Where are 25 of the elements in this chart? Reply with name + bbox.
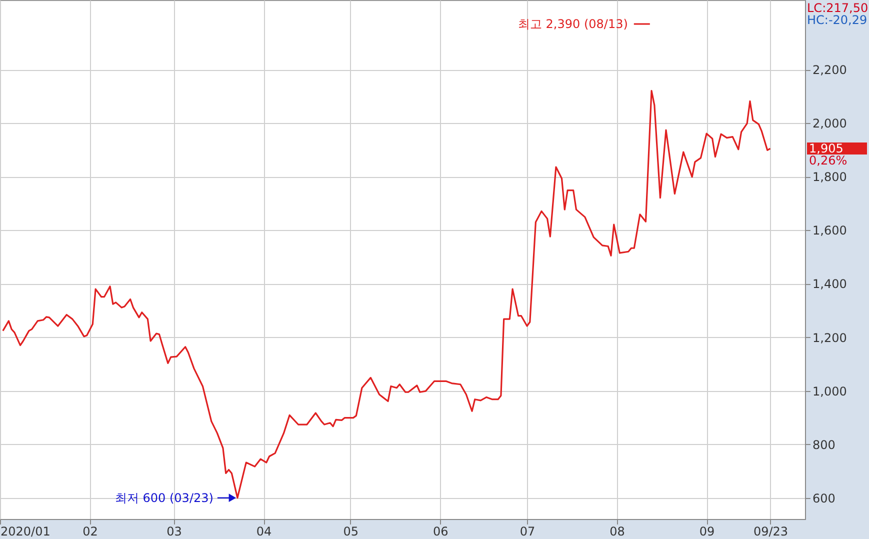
text: LC:217,50 <box>807 1 868 15</box>
x-tick-label: 07 <box>520 524 536 538</box>
x-tick-label: 09/23 <box>753 524 788 538</box>
y-tick-label: 1,400 <box>812 277 847 292</box>
x-tick-label: 04 <box>256 524 272 538</box>
y-tick-label: 2,200 <box>812 63 847 78</box>
x-tick-label: 08 <box>610 524 625 538</box>
y-tick-label: 1,000 <box>812 384 847 398</box>
annotation: 최고 2,390 (08/13) <box>518 17 628 31</box>
annotation: 최저 600 (03/23) <box>114 490 214 505</box>
text: 0,26% <box>809 154 848 168</box>
x-tick-label: 03 <box>166 524 182 538</box>
y-tick-label: 600 <box>812 491 836 506</box>
x-tick-label: 2020/01 <box>0 524 50 538</box>
y-tick-label: 800 <box>812 438 836 452</box>
x-tick-label: 02 <box>82 524 98 538</box>
x-tick-label: 09 <box>699 524 715 538</box>
x-tick-label: 05 <box>343 524 359 538</box>
text: HC:-20,29 <box>807 13 868 27</box>
text: 1,905 <box>809 142 844 156</box>
y-tick-label: 1,800 <box>812 170 847 184</box>
y-tick-label: 2,000 <box>812 116 847 131</box>
x-tick-label: 06 <box>433 524 448 538</box>
y-tick-label: 1,600 <box>812 224 847 238</box>
y-tick-label: 1,200 <box>812 330 847 345</box>
